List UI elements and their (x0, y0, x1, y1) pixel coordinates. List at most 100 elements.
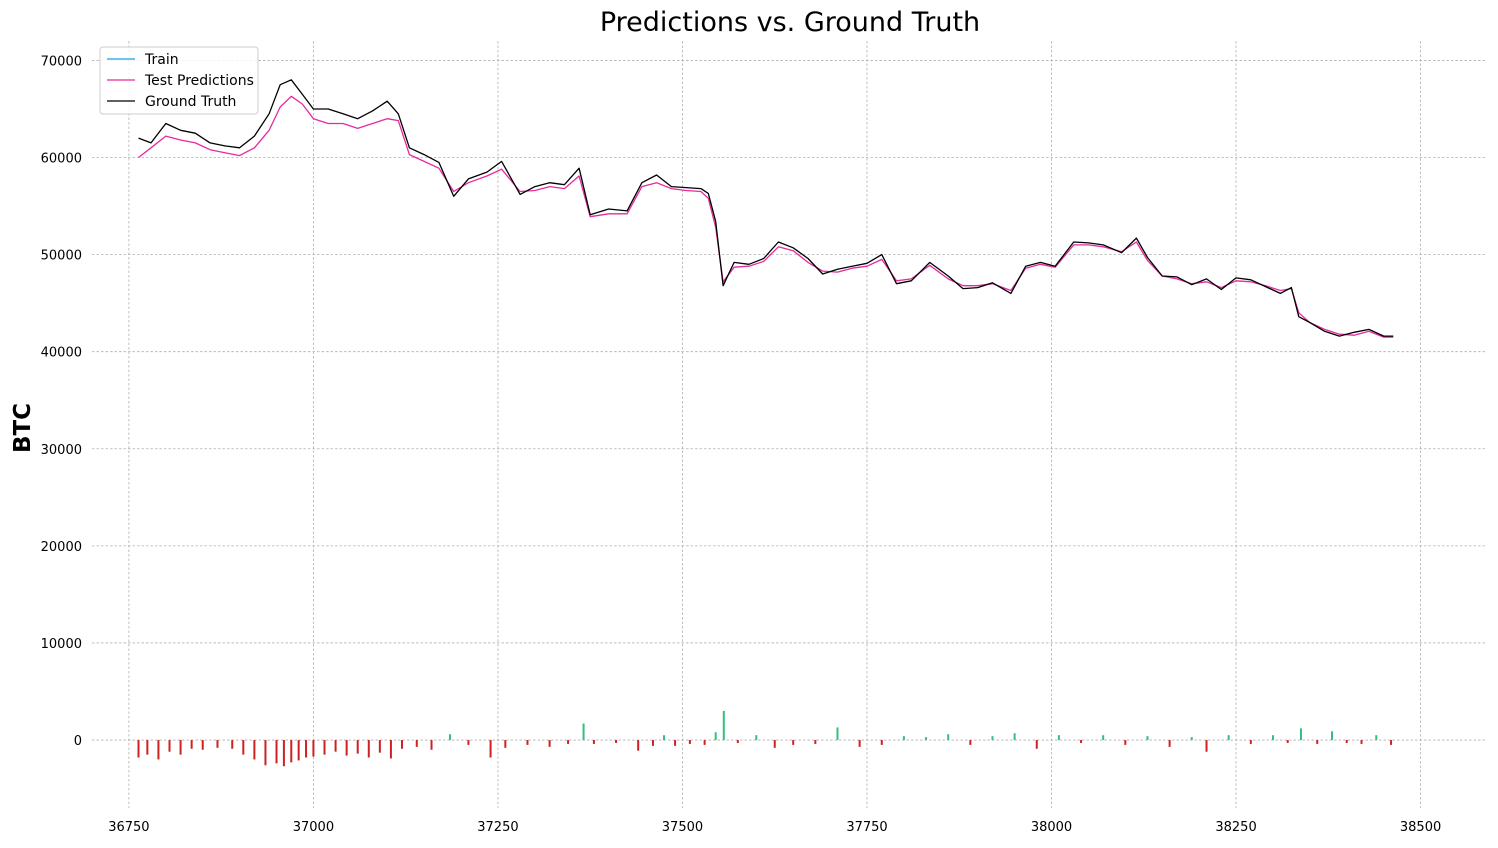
series-lines-layer (138, 79, 1394, 338)
difference-bar (674, 740, 677, 746)
legend-label: Ground Truth (145, 94, 236, 110)
difference-bar (592, 740, 595, 744)
difference-bar (378, 740, 381, 753)
x-tick-label: 37750 (846, 820, 887, 835)
y-tick-label: 40000 (41, 346, 82, 361)
difference-bar (1360, 740, 1363, 744)
difference-bar (836, 727, 839, 741)
difference-bar (179, 740, 182, 755)
difference-bar (1205, 740, 1208, 752)
difference-bar (773, 740, 776, 748)
difference-bar (703, 740, 706, 745)
difference-bar (880, 740, 883, 745)
y-tick-label: 60000 (41, 152, 82, 167)
difference-bar (430, 740, 433, 750)
difference-bar (1146, 736, 1149, 741)
difference-bar (290, 740, 293, 763)
difference-bar (1345, 740, 1348, 743)
difference-bar (736, 740, 739, 743)
difference-bar (814, 740, 817, 744)
difference-bar (637, 740, 640, 751)
difference-bar (1300, 728, 1302, 741)
difference-bar (448, 734, 451, 741)
difference-bar (264, 740, 267, 766)
difference-bar (947, 734, 950, 741)
difference-bar (323, 740, 326, 755)
series-line-test-predictions (138, 95, 1394, 338)
difference-bar (275, 740, 278, 764)
tick-labels-layer: 36750 37000 37250 37500 37750 38000 38250 38500… (41, 54, 1442, 835)
difference-bar (1124, 740, 1127, 745)
difference-bar (755, 735, 758, 741)
difference-bar (615, 740, 618, 743)
grid-layer (92, 41, 1487, 808)
difference-bar (190, 740, 193, 749)
difference-bar (389, 740, 392, 759)
y-tick-label: 30000 (41, 443, 82, 458)
legend-label: Test Predictions (144, 73, 254, 89)
difference-bar (137, 740, 140, 758)
difference-bar (1013, 733, 1016, 741)
difference-bar (1102, 735, 1105, 741)
difference-bar (858, 740, 861, 747)
difference-bar (231, 740, 234, 749)
difference-bar (902, 736, 905, 741)
difference-bar (345, 740, 348, 756)
legend-box (99, 46, 259, 115)
difference-bar (367, 740, 370, 758)
difference-bar (305, 740, 308, 758)
difference-bar (1227, 735, 1230, 741)
difference-bar (651, 740, 654, 746)
difference-bar (282, 740, 285, 767)
x-tick-label: 36750 (108, 820, 149, 835)
difference-bar (253, 740, 256, 760)
legend: Train Test Predictions Ground Truth (99, 46, 259, 115)
difference-bar (1080, 740, 1083, 743)
y-tick-label: 70000 (41, 54, 82, 69)
difference-bar (969, 740, 972, 745)
difference-bar (242, 740, 245, 755)
difference-bar (688, 740, 691, 744)
difference-bar (582, 723, 585, 741)
x-tick-label: 38500 (1400, 820, 1441, 835)
difference-bar (312, 740, 315, 757)
chart-title: Predictions vs. Ground Truth (600, 7, 980, 38)
difference-bar (201, 740, 204, 750)
difference-bar (334, 740, 337, 752)
x-tick-label: 37250 (477, 820, 518, 835)
y-tick-label: 10000 (41, 637, 82, 652)
difference-bar (567, 740, 570, 744)
difference-bar (1390, 740, 1393, 745)
difference-bar (1316, 740, 1319, 744)
difference-bar (1331, 731, 1333, 741)
y-tick-label: 20000 (41, 540, 82, 555)
difference-bar (216, 740, 219, 748)
difference-bar (467, 740, 470, 745)
difference-bar (1271, 735, 1274, 741)
difference-bar (1057, 735, 1060, 741)
difference-bar (663, 735, 666, 741)
x-tick-label: 37000 (293, 820, 334, 835)
y-tick-label: 0 (74, 734, 82, 749)
difference-bar (1168, 740, 1171, 747)
y-tick-label: 50000 (41, 249, 82, 264)
difference-bar (1286, 740, 1289, 743)
difference-bar (297, 740, 300, 761)
difference-bar (548, 740, 551, 747)
legend-items: Train Test Predictions Ground Truth (107, 52, 254, 110)
difference-bar (714, 732, 717, 741)
difference-bar (722, 710, 725, 741)
difference-bar (925, 737, 928, 741)
difference-bar (1375, 735, 1378, 741)
difference-bar (1035, 740, 1038, 749)
x-tick-label: 37500 (662, 820, 703, 835)
difference-bars-layer (137, 710, 1393, 767)
difference-bar (792, 740, 795, 745)
x-tick-label: 38250 (1215, 820, 1256, 835)
x-tick-label: 38000 (1031, 820, 1072, 835)
legend-label: Train (144, 52, 179, 68)
y-axis-label: BTC (10, 403, 36, 453)
difference-bar (526, 740, 529, 745)
